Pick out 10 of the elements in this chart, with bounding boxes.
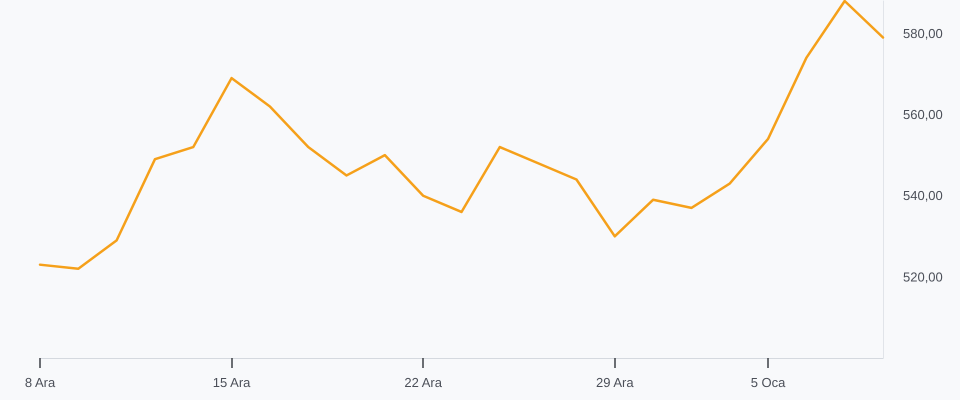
line-series xyxy=(38,0,884,270)
y-tick-label: 520,00 xyxy=(903,269,943,284)
x-tick-label: 8 Ara xyxy=(24,375,56,390)
y-tick-label: 580,00 xyxy=(903,26,943,41)
y-tick-label: 560,00 xyxy=(903,107,943,122)
y-tick-label: 540,00 xyxy=(903,188,943,204)
x-tick-label: 15 Ara xyxy=(212,375,252,390)
x-tick-label: 5 Oca xyxy=(750,375,786,390)
x-tick-label: 29 Ara xyxy=(596,375,634,390)
x-tick-label: 22 Ara xyxy=(404,375,443,390)
